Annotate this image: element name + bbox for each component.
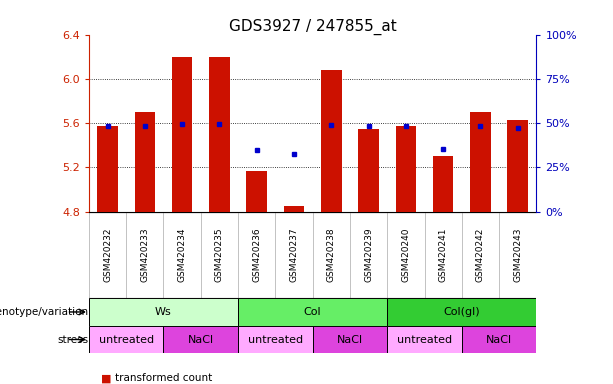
Text: GSM420234: GSM420234 bbox=[178, 228, 186, 282]
Bar bbox=[172, 57, 192, 212]
Text: ■: ■ bbox=[101, 373, 112, 383]
Text: stress: stress bbox=[58, 334, 89, 344]
Text: GSM420239: GSM420239 bbox=[364, 228, 373, 282]
Text: GSM420240: GSM420240 bbox=[402, 228, 410, 282]
Bar bbox=[508, 120, 528, 212]
Text: GSM420238: GSM420238 bbox=[327, 228, 336, 282]
Bar bbox=[238, 326, 313, 353]
Bar bbox=[462, 326, 536, 353]
Text: genotype/variation: genotype/variation bbox=[0, 307, 89, 317]
Text: GSM420233: GSM420233 bbox=[140, 228, 150, 282]
Text: Col: Col bbox=[304, 307, 321, 317]
Bar bbox=[97, 126, 118, 212]
Bar bbox=[89, 326, 164, 353]
Text: NaCl: NaCl bbox=[188, 334, 214, 344]
Bar bbox=[395, 126, 416, 212]
Text: NaCl: NaCl bbox=[486, 334, 512, 344]
Bar bbox=[89, 298, 238, 326]
Text: untreated: untreated bbox=[397, 334, 452, 344]
Bar bbox=[209, 57, 230, 212]
Bar bbox=[284, 206, 304, 212]
Text: GSM420241: GSM420241 bbox=[439, 228, 447, 282]
Bar bbox=[313, 326, 387, 353]
Bar bbox=[135, 112, 155, 212]
Bar bbox=[246, 170, 267, 212]
Text: untreated: untreated bbox=[248, 334, 303, 344]
Text: GSM420232: GSM420232 bbox=[103, 228, 112, 282]
Text: Col(gl): Col(gl) bbox=[443, 307, 480, 317]
Bar bbox=[387, 298, 536, 326]
Text: Ws: Ws bbox=[155, 307, 172, 317]
Bar bbox=[321, 70, 341, 212]
Text: GSM420236: GSM420236 bbox=[252, 228, 261, 282]
Bar bbox=[387, 326, 462, 353]
Text: untreated: untreated bbox=[99, 334, 154, 344]
Text: NaCl: NaCl bbox=[337, 334, 363, 344]
Bar bbox=[359, 129, 379, 212]
Bar bbox=[470, 112, 490, 212]
Text: GSM420242: GSM420242 bbox=[476, 228, 485, 282]
Bar bbox=[164, 326, 238, 353]
Text: GSM420237: GSM420237 bbox=[289, 228, 299, 282]
Text: transformed count: transformed count bbox=[115, 373, 212, 383]
Text: GSM420243: GSM420243 bbox=[513, 228, 522, 282]
Text: GSM420235: GSM420235 bbox=[215, 228, 224, 282]
Bar bbox=[433, 156, 454, 212]
Title: GDS3927 / 247855_at: GDS3927 / 247855_at bbox=[229, 18, 397, 35]
Bar bbox=[238, 298, 387, 326]
